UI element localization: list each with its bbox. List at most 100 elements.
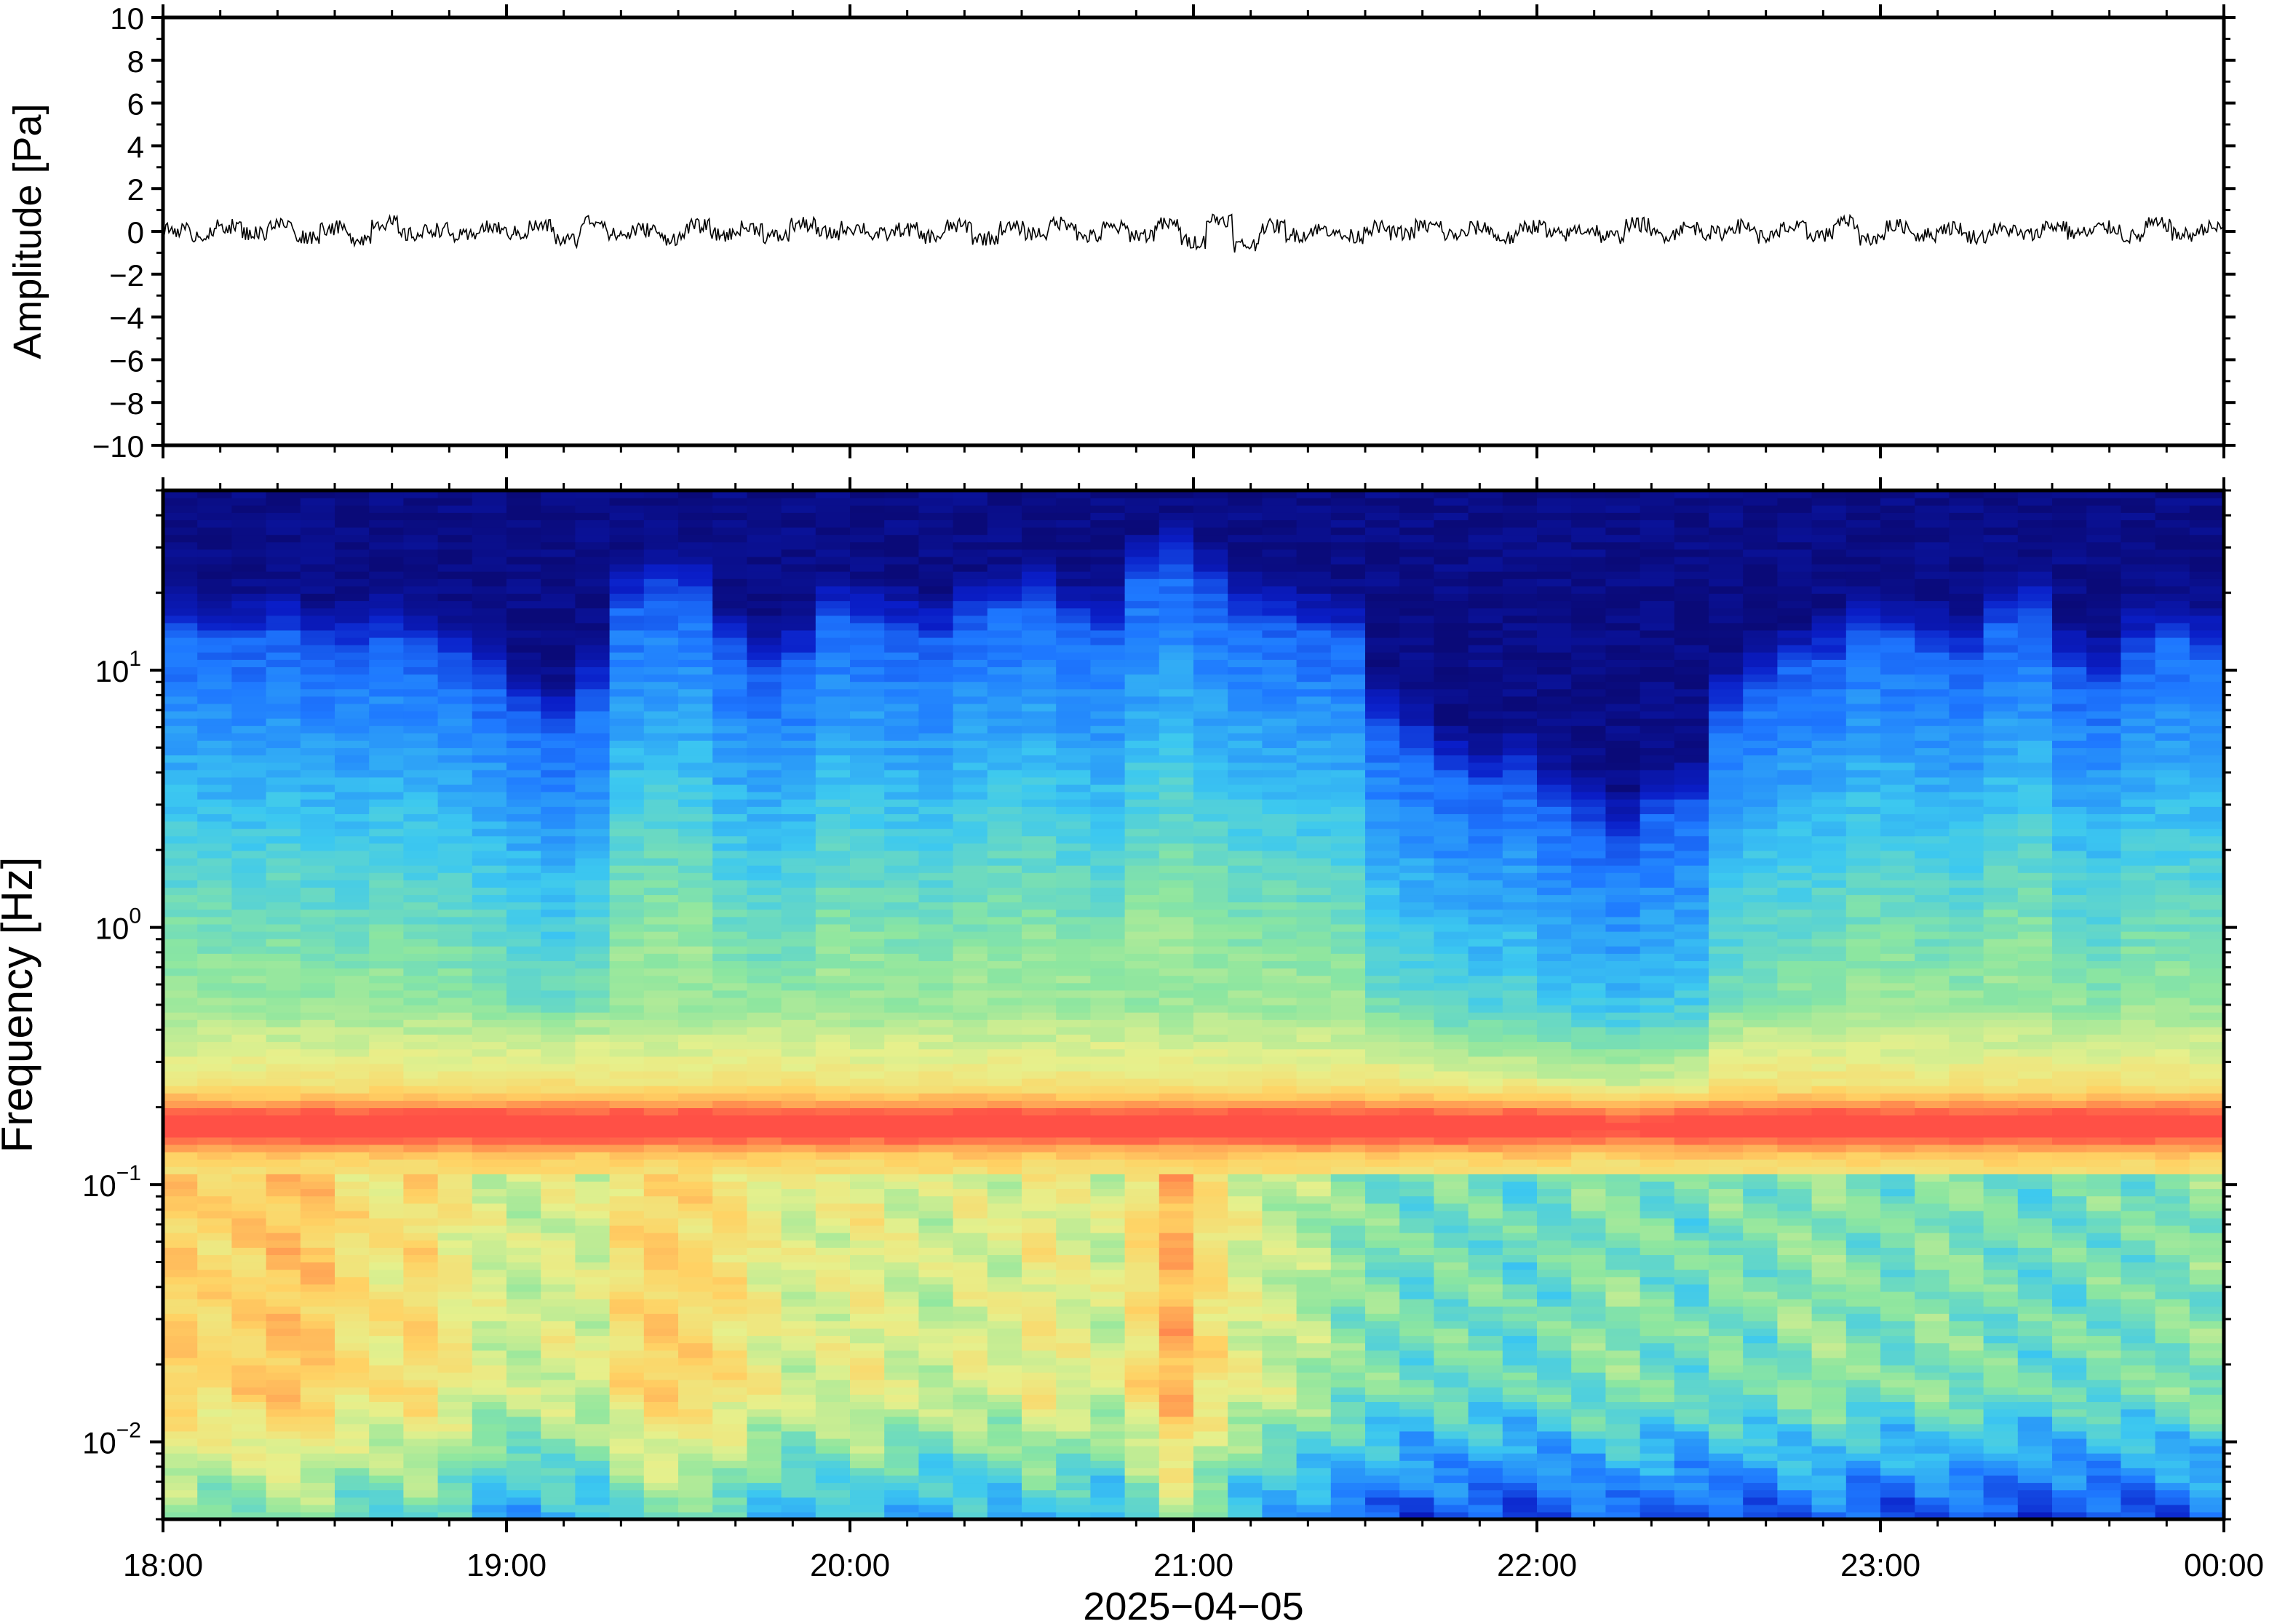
spectrogram-cell [369, 527, 404, 536]
spectrogram-cell [472, 909, 507, 918]
spectrogram-cell [609, 1181, 645, 1190]
spectrogram-cell [1296, 1210, 1332, 1219]
spectrogram-cell [884, 747, 919, 756]
spectrogram-cell [609, 1342, 645, 1351]
spectrogram-cell [1296, 835, 1332, 844]
spectrogram-cell [884, 1299, 919, 1307]
spectrogram-cell [712, 821, 747, 829]
spectrogram-cell [678, 549, 713, 557]
spectrogram-cell [953, 541, 988, 550]
spectrogram-cell [541, 1321, 576, 1329]
spectrogram-cell [231, 571, 267, 579]
spectrogram-cell [678, 975, 713, 984]
spectrogram-cell [197, 1262, 232, 1270]
spectrogram-cell [1296, 909, 1332, 918]
spectrogram-cell [437, 1019, 473, 1027]
spectrogram-cell [884, 1195, 919, 1204]
spectrogram-cell [231, 982, 267, 991]
spectrogram-cell [1228, 1453, 1263, 1461]
spectrogram-cell [1022, 916, 1057, 925]
spectrogram-cell [678, 1511, 713, 1519]
spectrogram-cell [369, 1115, 404, 1123]
spectrogram-cell [403, 1137, 439, 1145]
spectrogram-cell [403, 1129, 439, 1138]
spectrogram-cell [781, 1380, 816, 1388]
spectrogram-cell [369, 1299, 404, 1307]
spectrogram-cell [437, 865, 473, 873]
spectrogram-cell [1056, 1438, 1091, 1446]
spectrogram-cell [1090, 1357, 1126, 1366]
spectrogram-cell [918, 1283, 954, 1292]
spectrogram-cell [1022, 1225, 1057, 1233]
spectrogram-cell [643, 541, 679, 550]
spectrogram-cell [1022, 997, 1057, 1006]
spectrogram-cell [472, 564, 507, 572]
spectrogram-cell [1124, 1078, 1160, 1086]
spectrogram-cell [300, 931, 335, 939]
spectrogram-cell [197, 674, 232, 682]
spectrogram-cell [163, 1115, 198, 1123]
spectrogram-cell [609, 1269, 645, 1278]
spectrogram-cell [953, 659, 988, 667]
spectrogram-cell [1262, 1409, 1298, 1417]
spectrogram-cell [850, 1254, 885, 1263]
spectrogram-cell [506, 1511, 541, 1519]
spectrogram-cell [335, 608, 370, 616]
spectrogram-cell [987, 1100, 1022, 1108]
spectrogram-cell [678, 931, 713, 939]
spectrogram-cell [541, 1313, 576, 1321]
spectrogram-cell [541, 1283, 576, 1292]
spectrogram-cell [300, 1115, 335, 1123]
spectrogram-cell [163, 776, 198, 785]
spectrogram-cell [437, 1086, 473, 1094]
spectrogram-cell [1159, 806, 1194, 814]
spectrogram-cell [575, 1372, 611, 1380]
spectrogram-cell [1022, 1078, 1057, 1086]
spectrogram-cell [1330, 901, 1366, 910]
spectrogram-cell [1124, 747, 1160, 756]
spectrogram-cell [403, 1225, 439, 1233]
spectrogram-cell [643, 1357, 679, 1366]
spectrogram-cell [747, 534, 782, 543]
spectrogram-cell [1262, 1321, 1298, 1329]
spectrogram-cell [300, 1511, 335, 1519]
spectrogram-cell [1193, 527, 1228, 536]
spectrogram-cell [369, 968, 404, 976]
spectrogram-cell [231, 1005, 267, 1013]
spectrogram-cell [575, 711, 611, 719]
spectrogram-cell [1193, 1475, 1228, 1484]
spectrogram-cell [884, 821, 919, 829]
spectrogram-cell [1124, 490, 1160, 498]
spectrogram-cell [506, 1188, 541, 1197]
spectrogram-cell [987, 1152, 1022, 1160]
spectrogram-cell [231, 586, 267, 594]
spectrogram-cell [335, 1350, 370, 1358]
spectrogram-cell [472, 520, 507, 528]
spectrogram-cell [437, 799, 473, 807]
spectrogram-cell [369, 1093, 404, 1101]
spectrogram-cell [987, 681, 1022, 690]
spectrogram-cell [472, 1394, 507, 1402]
spectrogram-cell [1022, 1350, 1057, 1358]
spectrogram-cell [884, 1005, 919, 1013]
spectrogram-cell [1159, 681, 1194, 690]
spectrogram-cell [266, 939, 301, 947]
spectrogram-cell [884, 901, 919, 910]
spectrogram-cell [403, 740, 439, 749]
spectrogram-cell [884, 1497, 919, 1505]
spectrogram-cell [953, 1115, 988, 1123]
spectrogram-cell [1022, 740, 1057, 749]
spectrogram-cell [1296, 776, 1332, 785]
spectrogram-cell [437, 1144, 473, 1153]
spectrogram-cell [850, 645, 885, 653]
spectrogram-cell [472, 733, 507, 741]
spectrogram-cell [1022, 1387, 1057, 1395]
spectrogram-cell [197, 975, 232, 984]
spectrogram-cell [506, 1423, 541, 1432]
spectrogram-cell [335, 1430, 370, 1439]
spectrogram-cell [918, 1240, 954, 1248]
spectrogram-cell [1262, 776, 1298, 785]
spectrogram-cell [815, 520, 851, 528]
spectrogram-cell [231, 953, 267, 961]
spectrogram-cell [369, 1233, 404, 1241]
